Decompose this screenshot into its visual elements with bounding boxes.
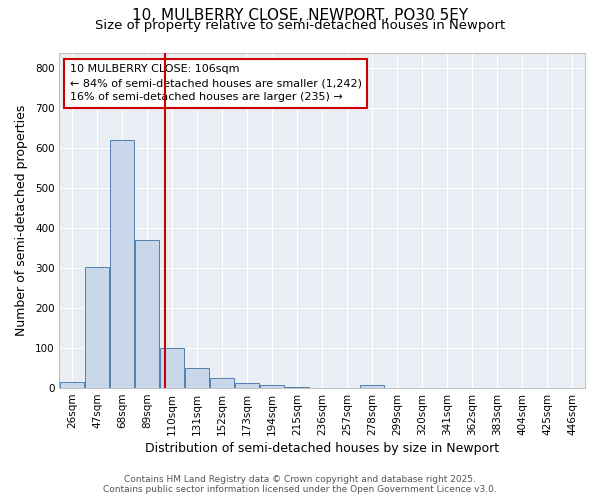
Bar — [185, 368, 209, 388]
Bar — [235, 384, 259, 388]
Bar — [110, 140, 134, 388]
Bar — [286, 387, 309, 388]
X-axis label: Distribution of semi-detached houses by size in Newport: Distribution of semi-detached houses by … — [145, 442, 499, 455]
Bar — [361, 385, 384, 388]
Bar — [60, 382, 84, 388]
Bar — [135, 240, 159, 388]
Text: Size of property relative to semi-detached houses in Newport: Size of property relative to semi-detach… — [95, 19, 505, 32]
Text: 10 MULBERRY CLOSE: 106sqm
← 84% of semi-detached houses are smaller (1,242)
16% : 10 MULBERRY CLOSE: 106sqm ← 84% of semi-… — [70, 64, 362, 102]
Bar — [260, 386, 284, 388]
Text: 10, MULBERRY CLOSE, NEWPORT, PO30 5EY: 10, MULBERRY CLOSE, NEWPORT, PO30 5EY — [132, 8, 468, 22]
Bar — [210, 378, 234, 388]
Bar — [85, 268, 109, 388]
Bar — [160, 348, 184, 388]
Y-axis label: Number of semi-detached properties: Number of semi-detached properties — [15, 104, 28, 336]
Text: Contains HM Land Registry data © Crown copyright and database right 2025.
Contai: Contains HM Land Registry data © Crown c… — [103, 474, 497, 494]
